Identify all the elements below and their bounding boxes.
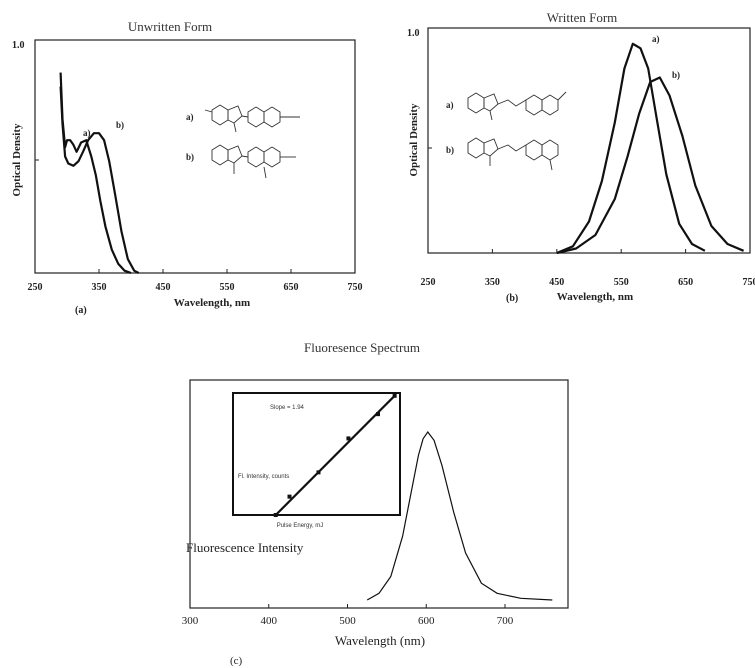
inset-slope-label: Slope = 1.94 <box>270 405 305 411</box>
inset-ylabel: Fl. Intensity, counts <box>238 474 289 480</box>
panel-b-curves <box>556 42 745 255</box>
panel-c-label: (c) <box>230 655 243 667</box>
panel-b-series-b-line <box>556 76 745 255</box>
panel-b-xtick-label: 450 <box>549 277 564 288</box>
panel-a: Unwritten Form 1.0 Optical Density Wavel… <box>11 19 363 316</box>
inset-frame <box>232 392 401 516</box>
inset-xlabel: Pulse Energy, mJ <box>277 523 324 529</box>
panel-a-xticks: 250 350 450 550 650 750 <box>28 269 363 293</box>
panel-c-xticks: 300 400 500 600 700 <box>182 604 514 627</box>
inset-fit-line <box>274 395 396 516</box>
panel-a-series-b-line <box>59 86 140 274</box>
panel-b-xtick-label: 750 <box>743 277 755 288</box>
panel-a-ytick-top: 1.0 <box>12 40 25 51</box>
panel-a-series-b-label: b) <box>116 120 124 130</box>
fluorescence-caption: Fluoresence Spectrum <box>304 340 420 355</box>
panel-b-series-a-label: a) <box>652 34 660 44</box>
panel-a-xtick-label: 650 <box>284 282 299 293</box>
panel-b-xticks: 250 350 450 550 650 750 <box>421 249 755 288</box>
panel-b-series-b-label: b) <box>672 70 680 80</box>
panel-b-xlabel: Wavelength, nm <box>557 291 633 303</box>
panel-c-xtick-label: 500 <box>339 615 356 627</box>
panel-b-title: Written Form <box>547 10 618 25</box>
panel-b-xtick-label: 350 <box>485 277 500 288</box>
inset-point <box>392 393 397 398</box>
panel-b-struct-a-label: a) <box>446 100 454 110</box>
panel-b-structures: a) b) <box>446 91 567 171</box>
inset-point <box>273 513 278 517</box>
panel-b-ylabel: Optical Density <box>408 103 420 177</box>
panel-a-series-a-label: a) <box>83 128 91 138</box>
panel-c-xtick-label: 300 <box>182 615 199 627</box>
panel-a-xtick-label: 750 <box>348 282 363 293</box>
panel-a-struct-b-label: b) <box>186 152 194 162</box>
molecule-a-icon <box>204 104 300 133</box>
panel-b: Written Form 1.0 Optical Density Wavelen… <box>407 10 755 304</box>
inset-point <box>316 470 321 475</box>
panel-a-xtick-label: 450 <box>156 282 171 293</box>
inset: Slope = 1.94 Fl. Intensity, counts Pulse… <box>232 392 401 529</box>
panel-c-xtick-label: 400 <box>261 615 278 627</box>
panel-a-series-a-line <box>59 72 132 275</box>
panel-b-xtick-label: 550 <box>614 277 629 288</box>
panel-b-frame <box>427 27 751 254</box>
panel-c-spectrum-line <box>366 430 553 601</box>
panel-b-ytick-top: 1.0 <box>407 28 420 39</box>
panel-c: Fluorescence Intensity Wavelength (nm) (… <box>182 379 569 667</box>
inset-point <box>376 412 381 417</box>
panel-c-ylabel: Fluorescence Intensity <box>186 540 304 555</box>
panel-b-xtick-label: 250 <box>421 277 436 288</box>
panel-c-curves <box>366 430 553 601</box>
panel-c-xtick-label: 600 <box>418 615 435 627</box>
panel-a-xtick-label: 250 <box>28 282 43 293</box>
panel-c-xtick-label: 700 <box>497 615 514 627</box>
panel-a-title: Unwritten Form <box>128 19 212 34</box>
molecule-b-icon <box>211 144 296 179</box>
panel-a-xtick-label: 550 <box>220 282 235 293</box>
panel-a-struct-a-label: a) <box>186 112 194 122</box>
panel-b-series-a-line <box>556 42 706 255</box>
panel-a-xlabel: Wavelength, nm <box>174 297 250 309</box>
panel-a-curves <box>59 72 140 275</box>
panel-a-label: (a) <box>75 305 87 316</box>
panel-a-xtick-label: 350 <box>92 282 107 293</box>
inset-plot <box>273 393 397 517</box>
panel-c-frame <box>189 379 569 609</box>
molecule-written-b-icon <box>467 137 559 171</box>
panel-b-struct-b-label: b) <box>446 145 454 155</box>
molecule-written-a-icon <box>467 91 567 121</box>
panel-a-frame <box>34 39 356 274</box>
panel-b-label: (b) <box>506 293 518 304</box>
panel-a-ylabel: Optical Density <box>11 123 23 197</box>
inset-point <box>346 436 351 441</box>
panel-b-xtick-label: 650 <box>678 277 693 288</box>
panel-a-structures: a) b) <box>186 104 300 179</box>
inset-point <box>287 494 292 499</box>
panel-c-xlabel: Wavelength (nm) <box>335 633 425 648</box>
